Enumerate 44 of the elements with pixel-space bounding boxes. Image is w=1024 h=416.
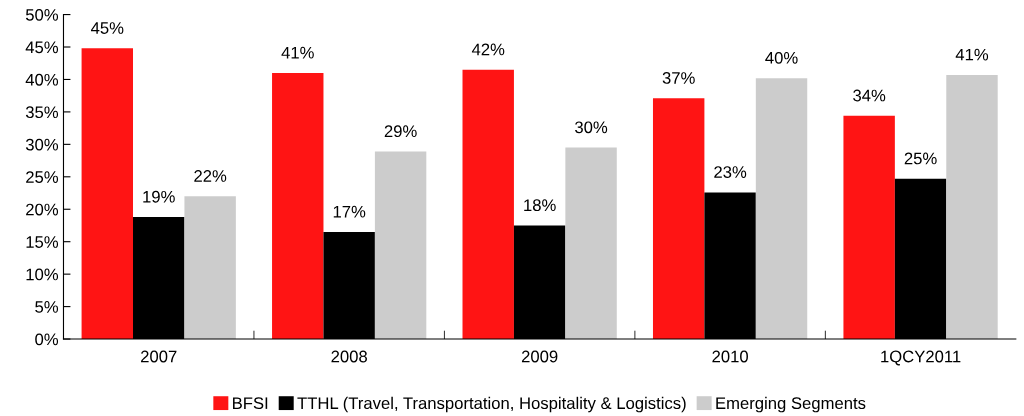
bar (946, 74, 998, 340)
y-tick-label: 20% (26, 203, 59, 216)
x-tick-label: 2008 (331, 350, 367, 363)
legend-label: BFSI (233, 397, 268, 410)
data-label: 41% (955, 48, 989, 61)
y-tick-label: 50% (25, 8, 59, 21)
data-label: 40% (765, 51, 798, 64)
data-label: 41% (281, 46, 314, 59)
bar (374, 151, 427, 340)
legend-label: TTHL (Travel, Transportation, Hospitality & Logistics) (297, 396, 686, 413)
bar (565, 147, 617, 340)
data-label: 18% (524, 199, 556, 212)
data-label: 29% (384, 125, 417, 138)
data-label: 19% (143, 190, 175, 203)
data-label: 42% (471, 43, 505, 56)
y-tick-label: 40% (25, 73, 59, 86)
y-tick-label: 30% (25, 138, 59, 151)
x-tick-label: 2010 (712, 350, 748, 363)
bar (272, 72, 324, 340)
y-tick-label: 25% (26, 171, 59, 183)
x-tick-label: 1QCY2011 (881, 350, 961, 366)
bar (462, 69, 514, 340)
legend-label: Emerging Segments (716, 396, 866, 413)
data-label: 17% (333, 205, 366, 218)
bar (755, 78, 808, 340)
bar (81, 48, 134, 340)
x-tick-label: 2009 (521, 350, 558, 363)
y-tick-label: 45% (25, 41, 59, 54)
bar (652, 98, 705, 340)
data-label: 34% (853, 89, 886, 102)
data-label: 25% (904, 152, 937, 165)
y-tick-label: 35% (25, 106, 59, 119)
y-tick-label: 5% (35, 301, 59, 313)
data-label: 30% (575, 121, 608, 134)
bar (843, 115, 895, 340)
bar (184, 196, 236, 340)
x-tick-label: 2007 (141, 350, 177, 363)
data-label: 23% (714, 166, 747, 178)
y-tick-label: 0% (35, 333, 59, 346)
data-label: 22% (194, 170, 227, 182)
y-tick-label: 10% (26, 268, 59, 281)
data-label: 45% (91, 22, 124, 34)
y-tick-label: 15% (26, 236, 59, 248)
data-label: 37% (662, 72, 695, 84)
